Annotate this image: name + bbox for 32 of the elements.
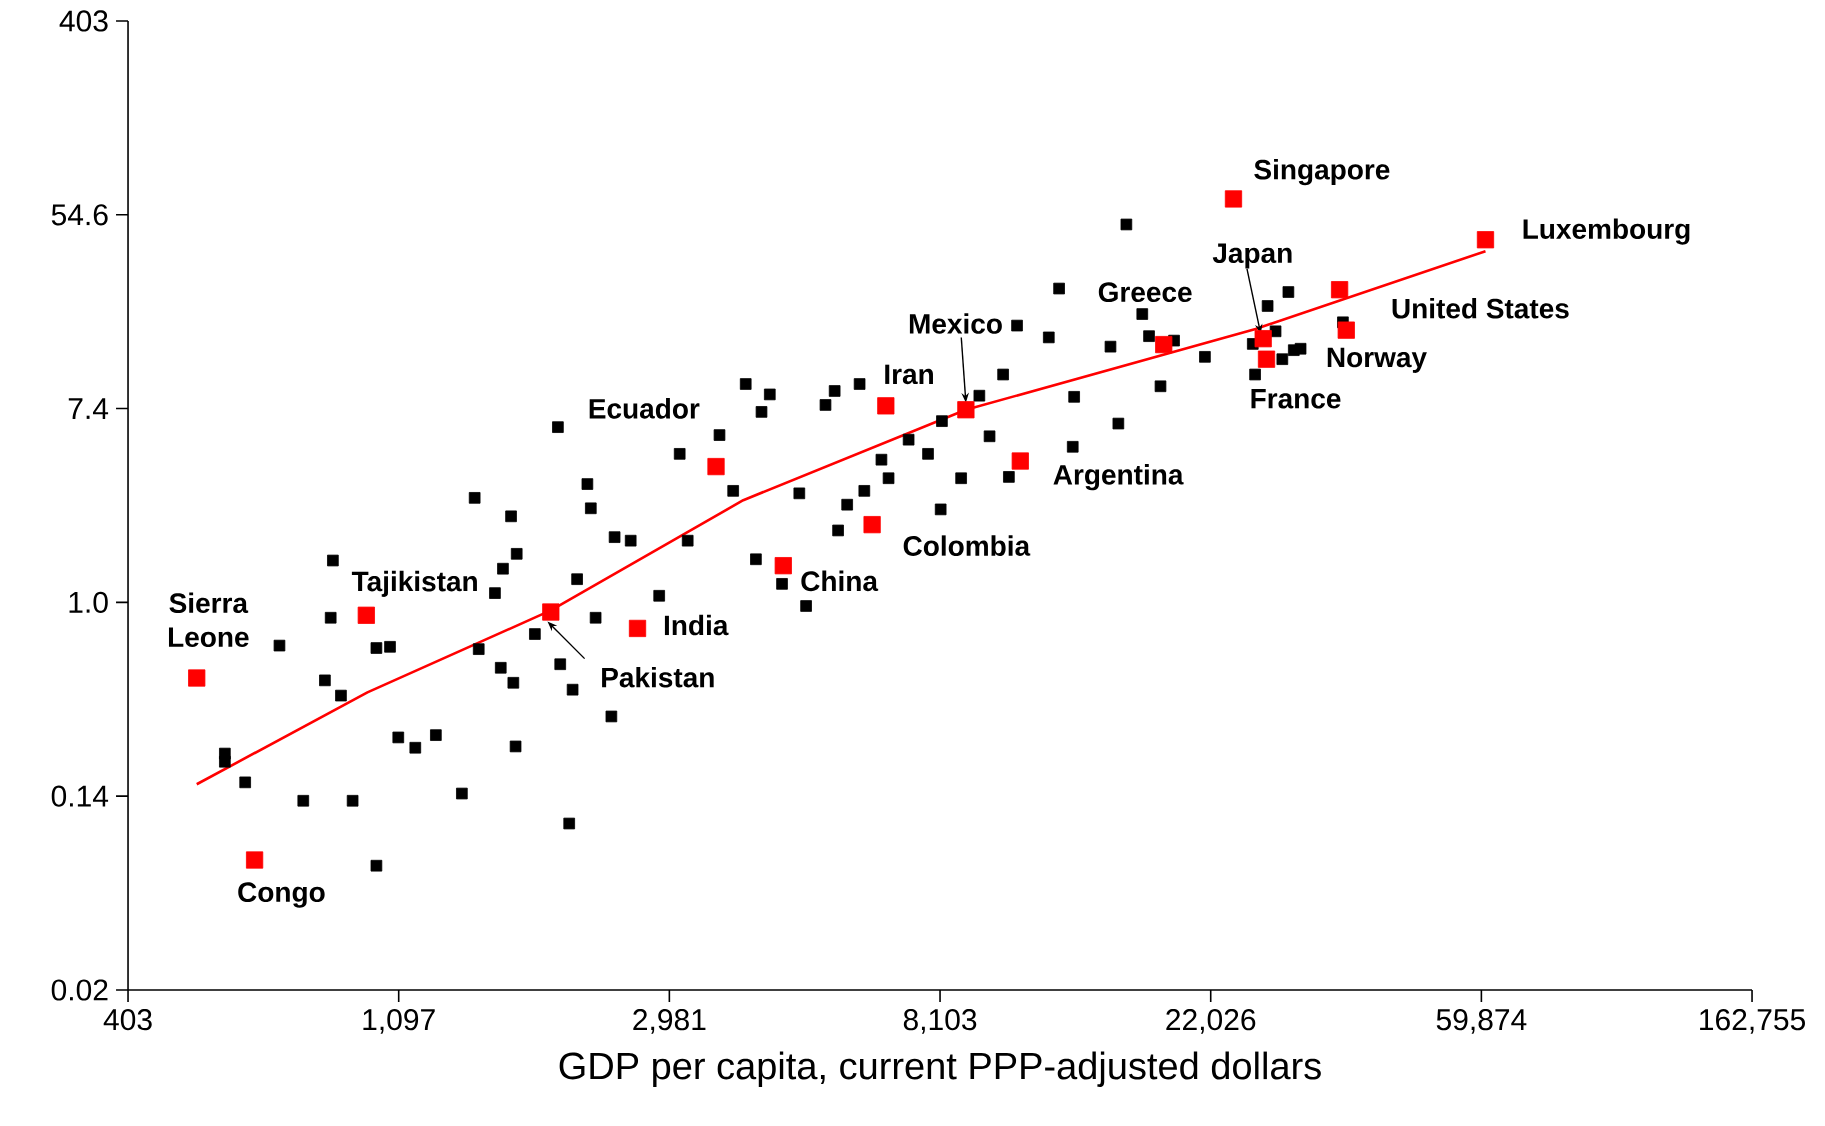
annotation: Mexico: [909, 313, 1002, 334]
annotation: Argentina: [1053, 464, 1184, 491]
annotation: India: [664, 614, 729, 636]
x-tick-label: 22,026: [1166, 1009, 1256, 1034]
y-tick-label: 7.4: [68, 398, 109, 419]
annotation: Ecuador: [589, 398, 700, 419]
x-tick-label: 162,755: [1700, 1009, 1805, 1034]
annotation: Colombia: [903, 535, 1031, 556]
y-tick-label: 0.02: [51, 979, 108, 1001]
x-tick-label: 1,097: [363, 1009, 435, 1034]
annotation: Sierra Leone: [168, 592, 249, 648]
annotation: Tajikistan: [351, 570, 477, 597]
annotation: Greece: [1098, 282, 1192, 303]
y-tick-label: 1.0: [69, 591, 108, 613]
annotation: Norway: [1327, 347, 1427, 373]
annotation: Luxembourg: [1523, 218, 1690, 245]
x-axis-title: GDP per capita, current PPP-adjusted dollars: [559, 1051, 1321, 1087]
annotation: United States: [1392, 298, 1569, 319]
x-tick-label: 8,103: [903, 1009, 977, 1034]
x-tick-label: 2,981: [633, 1009, 706, 1034]
y-tick-label: 0.14: [51, 785, 109, 807]
x-tick-label: 59,874: [1436, 1009, 1527, 1034]
annotation: Pakistan: [602, 666, 714, 688]
annotation: Japan: [1212, 243, 1292, 269]
annotation: Iran: [885, 364, 933, 385]
y-tick-label: 54.6: [51, 204, 108, 226]
y-tick-label: 403: [59, 10, 108, 32]
annotation: Congo: [238, 882, 325, 908]
annotation: France: [1251, 389, 1341, 409]
annotation: Singapore: [1254, 159, 1390, 186]
x-tick-label: 403: [103, 1009, 152, 1031]
annotation: China: [801, 570, 879, 592]
